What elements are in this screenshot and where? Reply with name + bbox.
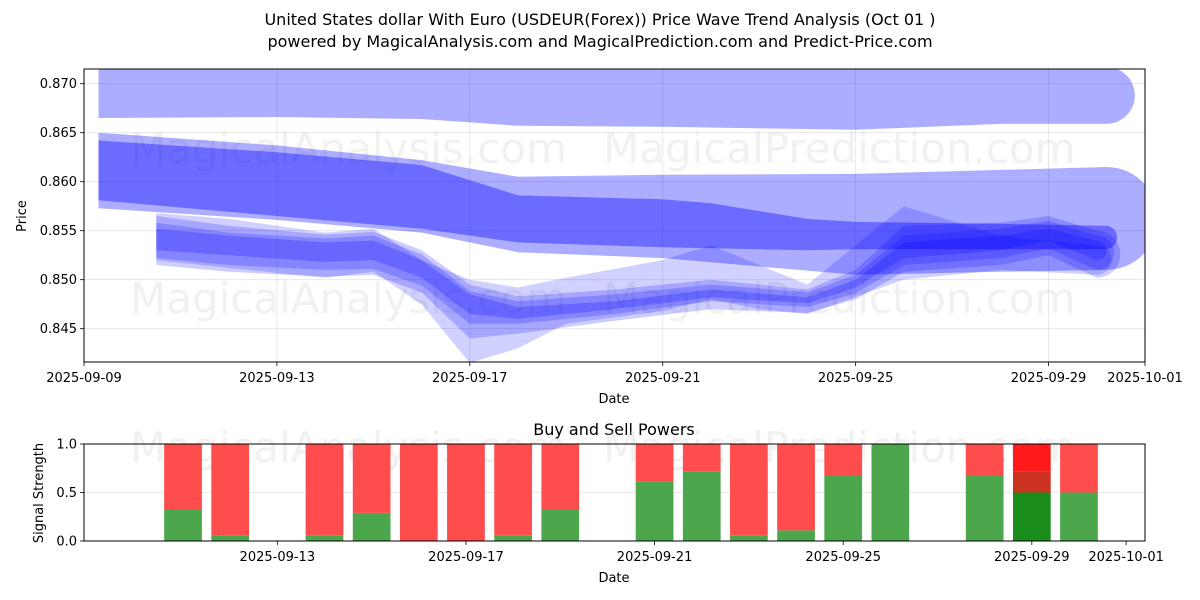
y-tick-label: 0.0: [56, 535, 77, 550]
sell-bar: [682, 444, 721, 472]
wave-band-short-wave-1: [156, 216, 1121, 339]
sell-bar: [541, 444, 580, 509]
x-tick-label: 2025-09-17: [432, 371, 508, 386]
buy-bar: [777, 530, 815, 541]
wave-band-long-wave-upper: [98, 69, 1135, 130]
bar-x-axis-label: Date: [598, 571, 629, 586]
wave-band-mid-wave-light: [98, 132, 1145, 275]
sell-bar: [305, 444, 344, 536]
watermark: MagicalAnalysis.com: [130, 124, 567, 173]
sell-bar: [494, 444, 532, 536]
main-plot-frame: [83, 68, 1146, 363]
wave-bands: [98, 69, 1145, 362]
watermark: MagicalPrediction.com: [603, 124, 1076, 173]
x-tick-label: 2025-10-01: [1107, 371, 1183, 386]
y-tick-label: 0.870: [40, 77, 77, 92]
buy-bar: [965, 476, 1004, 541]
buy-bar: [635, 481, 674, 541]
sell-bar: [1060, 444, 1098, 493]
x-tick-label: 2025-09-21: [617, 550, 693, 565]
watermark: MagicalAnalysis.com: [130, 274, 567, 323]
x-tick-label: 2025-10-01: [1088, 550, 1164, 565]
x-tick-label: 2025-09-17: [428, 550, 504, 565]
y-tick-label: 0.865: [40, 126, 77, 141]
sell-bar: [824, 444, 863, 477]
bar-y-axis-label: Signal Strength: [32, 443, 47, 543]
main-watermarks: MagicalAnalysis.com MagicalPrediction.co…: [130, 124, 1076, 323]
x-tick-label: 2025-09-09: [46, 371, 122, 386]
chart-subtitle: powered by MagicalAnalysis.com and Magic…: [267, 32, 933, 51]
main-y-axis-label: Price: [15, 200, 30, 232]
buy-bar: [164, 508, 202, 541]
buy-bar: [730, 535, 768, 541]
buy-bar: [494, 535, 532, 541]
wave-band-mid-wave-dark: [98, 140, 1118, 251]
buy-bar: [1012, 492, 1051, 541]
x-tick-label: 2025-09-13: [239, 371, 315, 386]
x-tick-label: 2025-09-13: [240, 550, 316, 565]
y-tick-label: 0.860: [40, 175, 77, 190]
buy-bar: [682, 471, 721, 541]
x-tick-label: 2025-09-25: [818, 371, 894, 386]
x-tick-label: 2025-09-21: [625, 371, 701, 386]
buy-bar: [541, 508, 580, 541]
buy-bar: [871, 444, 910, 541]
y-tick-label: 1.0: [56, 438, 77, 453]
y-tick-label: 0.845: [40, 322, 77, 337]
sell-bar: [777, 444, 815, 531]
buy-bar: [1060, 492, 1098, 541]
y-tick-label: 0.850: [40, 273, 77, 288]
sell-bar: [211, 444, 250, 536]
main-axis-ticks: 2025-09-09 2025-09-13 2025-09-17 2025-09-21…: [40, 77, 1183, 386]
x-tick-label: 2025-09-25: [805, 550, 881, 565]
sell-bar: [447, 444, 485, 541]
signal-bars: [164, 444, 1098, 541]
chart-title: United States dollar With Euro (USDEUR(F…: [264, 10, 936, 29]
x-tick-label: 2025-09-29: [994, 550, 1070, 565]
buy-bar: [352, 512, 391, 541]
sell-bar: [164, 444, 202, 509]
watermark: MagicalAnalysis.com: [130, 423, 567, 472]
buy-bar: [305, 535, 344, 541]
y-tick-label: 0.855: [40, 224, 77, 239]
buy-bar: [211, 535, 250, 541]
wave-band-short-wave-4: [156, 228, 1107, 319]
wave-band-short-wave-2: [156, 220, 1114, 324]
main-x-axis-label: Date: [598, 392, 629, 407]
buy-bar: [824, 476, 863, 541]
sell-bar: [635, 444, 674, 482]
watermark: MagicalPrediction.com: [603, 274, 1076, 323]
bar-watermarks: MagicalAnalysis.com MagicalPrediction.co…: [130, 423, 1076, 472]
sell-bar: [1012, 444, 1051, 472]
mixed-bar: [1012, 471, 1051, 493]
y-tick-label: 0.5: [56, 486, 77, 501]
sell-bar: [352, 444, 391, 513]
sell-bar: [965, 444, 1004, 477]
sell-bar: [399, 444, 438, 541]
bar-chart-title: Buy and Sell Powers: [533, 420, 695, 439]
wave-band-short-wave-3: [156, 206, 1112, 362]
x-tick-label: 2025-09-29: [1011, 371, 1087, 386]
sell-bar: [730, 444, 768, 536]
bar-axis-ticks: 0.0 0.5 1.0 2025-09-13 2025-09-17 2025-09-21 2…: [56, 438, 1164, 566]
